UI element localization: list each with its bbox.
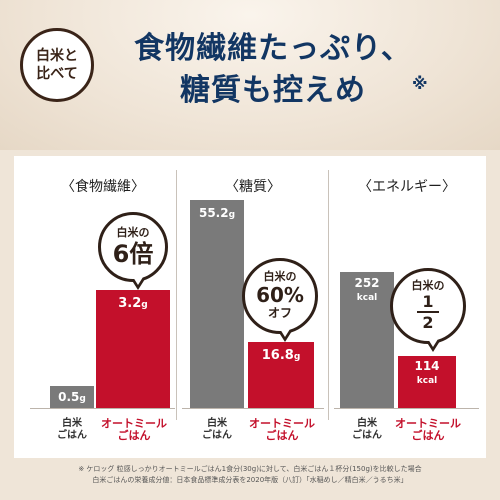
x-label-oatmeal-1: オートミール xyxy=(101,417,167,430)
carbs-bubble-top: 白米の xyxy=(263,270,297,283)
fiber-white-rice-value: 0.5g xyxy=(50,390,94,404)
section-divider xyxy=(328,170,329,420)
fiber-white-rice-number: 0.5 xyxy=(58,390,80,404)
headline-line-2: 糖質も控えめ xyxy=(180,73,366,108)
x-label-oatmeal-2: ごはん xyxy=(117,429,151,442)
fraction-bar xyxy=(417,311,439,313)
carbs-white-rice-bar xyxy=(190,200,244,408)
energy-oatmeal-number: 114 xyxy=(414,359,440,373)
comparison-badge: 白米と 比べて xyxy=(20,28,94,102)
carbs-white-rice-value: 55.2g xyxy=(190,206,244,220)
energy-bubble-numerator: 1 xyxy=(422,292,434,311)
x-label-white-rice-1: 白米 xyxy=(62,418,82,429)
carbs-white-rice-unit: g xyxy=(228,210,236,220)
x-label-oatmeal-2: ごはん xyxy=(265,429,299,442)
headline-note-mark: ※ xyxy=(412,74,428,93)
energy-oatmeal-bar xyxy=(398,356,456,408)
x-label-oatmeal: オートミール ごはん xyxy=(390,418,466,442)
fiber-white-rice-bar xyxy=(50,386,94,408)
carbs-white-rice-number: 55.2 xyxy=(198,206,229,220)
footnote-line-1: ※ ケロッグ 粒感しっかりオートミールごはん1食分(30g)に対して、白米ごはん… xyxy=(78,465,422,473)
fiber-oatmeal-value: 3.2g xyxy=(96,296,170,311)
fiber-oatmeal-number: 3.2 xyxy=(118,296,142,311)
x-label-oatmeal: オートミール ごはん xyxy=(244,418,320,442)
carbs-oatmeal-unit: g xyxy=(293,352,301,362)
badge-line-2: 比べて xyxy=(36,66,78,82)
carbs-ratio-bubble: 白米の 60% オフ xyxy=(242,258,318,342)
section-title-energy: 〈エネルギー〉 xyxy=(358,179,456,195)
bubble-tail-inner xyxy=(428,339,438,347)
x-label-white-rice-2: ごはん xyxy=(352,430,382,441)
carbs-oatmeal-value: 16.8g xyxy=(248,348,314,363)
baseline-energy xyxy=(334,408,479,409)
x-label-white-rice-1: 白米 xyxy=(357,418,377,429)
fiber-bubble-main: 6倍 xyxy=(112,240,154,268)
footnote-line-2: 白米ごはんの栄養成分値：日本食品標準成分表を2020年版（八訂）「水稲めし／精白… xyxy=(92,476,408,484)
x-label-oatmeal-1: オートミール xyxy=(395,417,461,430)
carbs-bubble-sub: オフ xyxy=(267,306,292,320)
x-label-white-rice-1: 白米 xyxy=(207,418,227,429)
carbs-oatmeal-number: 16.8 xyxy=(261,348,294,363)
headline: 食物繊維たっぷり、 糖質も控えめ xyxy=(108,30,438,110)
energy-ratio-bubble: 白米の 1 2 xyxy=(390,268,466,352)
x-label-white-rice-2: ごはん xyxy=(57,430,87,441)
baseline-carbs xyxy=(182,408,324,409)
baseline-fiber xyxy=(30,408,175,409)
badge-line-1: 白米と xyxy=(36,48,78,64)
x-label-white-rice-2: ごはん xyxy=(202,430,232,441)
fiber-oatmeal-unit: g xyxy=(141,300,148,310)
x-label-oatmeal-1: オートミール xyxy=(249,417,315,430)
x-label-oatmeal: オートミール ごはん xyxy=(96,418,172,442)
energy-white-rice-bar xyxy=(340,272,394,408)
fiber-ratio-bubble: 白米の 6倍 xyxy=(98,212,168,290)
x-label-white-rice: 白米 ごはん xyxy=(197,418,237,442)
x-label-oatmeal-2: ごはん xyxy=(411,429,445,442)
energy-white-rice-unit: kcal xyxy=(356,293,378,303)
section-title-fiber: 〈食物繊維〉 xyxy=(61,179,145,195)
x-label-white-rice: 白米 ごはん xyxy=(52,418,92,442)
carbs-bubble-main: 60% xyxy=(256,283,304,307)
bubble-tail-inner xyxy=(133,277,143,285)
section-title-carbs: 〈糖質〉 xyxy=(225,179,281,195)
section-divider xyxy=(176,170,177,420)
energy-bubble-top: 白米の xyxy=(411,279,445,292)
footnote: ※ ケロッグ 粒感しっかりオートミールごはん1食分(30g)に対して、白米ごはん… xyxy=(0,464,500,486)
x-label-white-rice: 白米 ごはん xyxy=(347,418,387,442)
energy-oatmeal-unit: kcal xyxy=(416,376,438,386)
fiber-bubble-top: 白米の xyxy=(116,226,150,239)
carbs-oatmeal-bar xyxy=(248,342,314,408)
energy-oatmeal-value: 114 kcal xyxy=(398,360,456,388)
energy-white-rice-value: 252 kcal xyxy=(340,277,394,305)
fiber-oatmeal-bar xyxy=(96,290,170,408)
bubble-tail-inner xyxy=(280,329,290,337)
fiber-white-rice-unit: g xyxy=(79,394,86,404)
energy-bubble-denominator: 2 xyxy=(422,313,434,332)
headline-line-1: 食物繊維たっぷり、 xyxy=(134,31,412,66)
energy-white-rice-number: 252 xyxy=(354,276,380,290)
